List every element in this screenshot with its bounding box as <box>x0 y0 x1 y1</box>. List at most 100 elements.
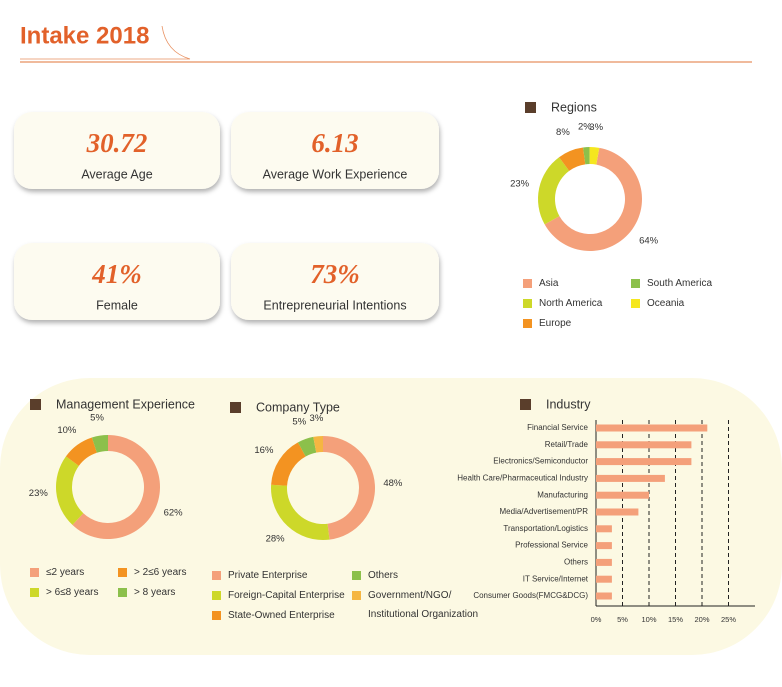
y-tick-label: Manufacturing <box>537 490 588 499</box>
y-tick-label: Transportation/Logistics <box>503 524 588 533</box>
data-label: 28% <box>266 534 286 545</box>
card <box>14 112 220 189</box>
title-marker <box>230 402 241 413</box>
card <box>231 243 439 320</box>
legend-swatch <box>30 588 39 597</box>
title-marker <box>525 102 536 113</box>
title-marker <box>520 399 531 410</box>
x-tick-label: 0% <box>591 615 602 624</box>
legend-label: ≤2 years <box>46 567 85 578</box>
data-label: 10% <box>57 425 77 436</box>
bar <box>596 491 649 499</box>
legend-label: > 8 years <box>134 587 176 598</box>
page-title: Intake 2018 <box>20 22 149 49</box>
chart-title: Regions <box>551 100 597 114</box>
bar <box>596 575 612 583</box>
stat-label: Average Work Experience <box>263 167 408 181</box>
data-label: 23% <box>29 488 49 499</box>
legend-label: South America <box>647 278 713 289</box>
donut-segment <box>56 456 84 525</box>
donut-segment <box>72 435 160 540</box>
rule-curve <box>20 25 191 60</box>
bar <box>596 441 692 449</box>
donut-segment <box>589 147 600 165</box>
donut-segment <box>583 147 590 165</box>
legend-label: Others <box>368 570 399 581</box>
donut-segment <box>297 436 317 457</box>
donut-segment <box>313 436 323 453</box>
stat-value: 41% <box>91 259 142 289</box>
bar <box>596 592 612 600</box>
legend-label: > 6≤8 years <box>46 587 99 598</box>
donut-segment <box>91 435 108 453</box>
donut-segment <box>65 437 97 466</box>
data-label: 16% <box>254 445 274 456</box>
legend-swatch <box>30 568 39 577</box>
legend-swatch <box>118 588 127 597</box>
title-marker <box>30 399 41 410</box>
bar <box>596 525 612 533</box>
bar <box>596 458 692 466</box>
data-label: 3% <box>310 413 324 424</box>
data-label: 23% <box>510 178 530 189</box>
x-tick-label: 10% <box>641 615 656 624</box>
y-tick-label: Retail/Trade <box>545 440 589 449</box>
x-tick-label: 25% <box>721 615 736 624</box>
bar <box>596 542 612 550</box>
card <box>231 112 439 189</box>
x-tick-label: 20% <box>694 615 709 624</box>
legend-swatch <box>118 568 127 577</box>
legend-swatch <box>352 591 361 600</box>
y-tick-label: Others <box>564 558 588 567</box>
legend-swatch <box>212 591 221 600</box>
data-label: 2% <box>578 122 592 133</box>
data-label: 3% <box>589 122 603 133</box>
stat-value: 30.72 <box>86 128 148 158</box>
donut-segment <box>271 442 306 486</box>
x-tick-label: 15% <box>668 615 683 624</box>
legend-label: Private Enterprise <box>228 570 308 581</box>
legend-swatch <box>523 279 532 288</box>
legend-label: Europe <box>539 318 572 329</box>
data-label: 64% <box>639 235 659 246</box>
y-tick-label: Consumer Goods(FMCG&DCG) <box>473 591 588 600</box>
y-tick-label: Media/Advertisement/PR <box>500 507 589 516</box>
legend-label: North America <box>539 298 603 309</box>
stat-value: 6.13 <box>311 128 358 158</box>
legend-label: Oceania <box>647 298 685 309</box>
panel <box>0 378 782 655</box>
y-tick-label: IT Service/Internet <box>523 574 589 583</box>
legend-swatch <box>631 299 640 308</box>
donut-segment <box>271 484 330 540</box>
stat-label: Entrepreneurial Intentions <box>263 298 406 312</box>
donut-segment <box>559 147 586 171</box>
card <box>14 243 220 320</box>
stat-label: Female <box>96 298 138 312</box>
legend-swatch <box>212 611 221 620</box>
chart-title: Company Type <box>256 400 340 414</box>
legend-label: Government/NGO/ Institutional Organizati… <box>368 590 479 620</box>
y-tick-label: Health Care/Pharmaceutical Industry <box>457 474 588 483</box>
bar <box>596 508 639 516</box>
chart-title: Industry <box>546 397 591 411</box>
data-label: 62% <box>164 507 184 518</box>
stat-value: 73% <box>310 259 360 289</box>
data-label: 5% <box>90 412 104 423</box>
bar <box>596 558 612 566</box>
y-tick-label: Professional Service <box>515 541 588 550</box>
legend-label: State-Owned Enterprise <box>228 610 335 621</box>
legend-swatch <box>631 279 640 288</box>
legend-label: > 2≤6 years <box>134 567 187 578</box>
data-label: 48% <box>383 478 403 489</box>
legend-swatch <box>352 571 361 580</box>
bar <box>596 424 708 432</box>
legend-swatch <box>212 571 221 580</box>
donut-segment <box>323 436 376 540</box>
x-tick-label: 5% <box>617 615 628 624</box>
bar <box>596 474 665 482</box>
legend-label: Foreign-Capital Enterprise <box>228 590 345 601</box>
cards <box>14 112 439 320</box>
legend-swatch <box>523 299 532 308</box>
